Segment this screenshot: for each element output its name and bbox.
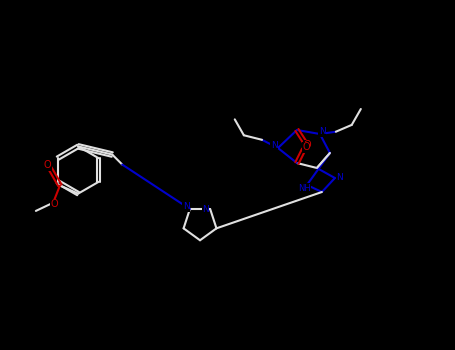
Text: O: O bbox=[50, 199, 58, 209]
Text: N: N bbox=[183, 202, 190, 211]
Text: N: N bbox=[202, 204, 209, 214]
Text: N: N bbox=[336, 174, 343, 182]
Text: O: O bbox=[303, 140, 311, 150]
Text: O: O bbox=[44, 160, 51, 170]
Text: O: O bbox=[302, 142, 310, 152]
Text: N: N bbox=[271, 141, 278, 150]
Text: N: N bbox=[319, 127, 326, 136]
Text: NH: NH bbox=[298, 184, 311, 193]
